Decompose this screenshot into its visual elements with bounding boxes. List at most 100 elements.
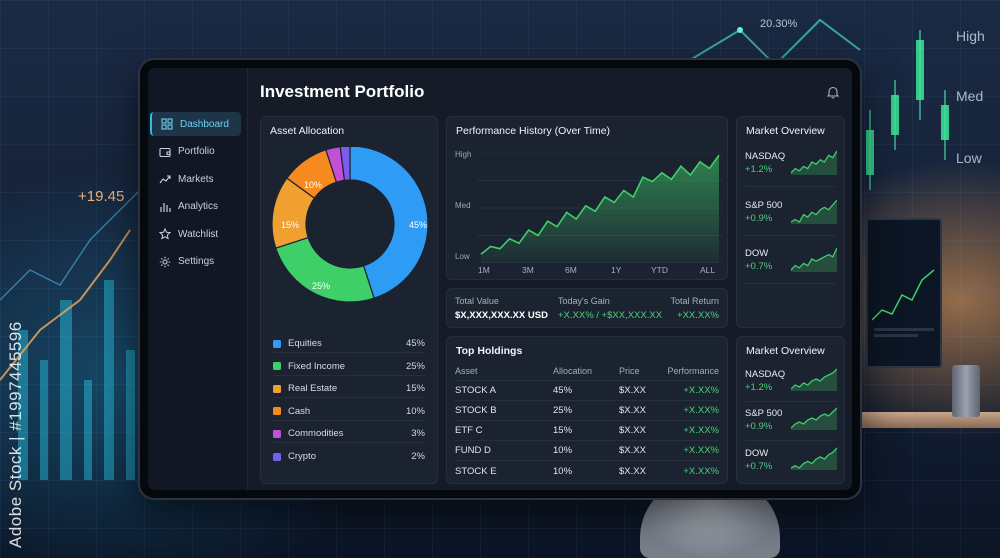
market-name-dow[interactable]: DOW bbox=[745, 248, 769, 259]
legend-value: 45% bbox=[405, 338, 425, 349]
legend-value: 10% bbox=[405, 405, 425, 417]
cell-performance: +X.XX% bbox=[683, 405, 719, 416]
dashboard-grid-icon bbox=[161, 118, 173, 130]
performance-area-fill bbox=[481, 155, 719, 263]
background-mug bbox=[952, 365, 980, 417]
sparkline-dow bbox=[791, 247, 837, 272]
market-change-nasdaq: +1.2% bbox=[745, 164, 773, 175]
market-overview-title: Market Overview bbox=[746, 125, 825, 137]
market-name-nasdaq[interactable]: NASDAQ bbox=[745, 369, 786, 380]
bg-scale-high: High bbox=[956, 28, 985, 44]
table-row[interactable]: FUND D 10% $X.XX +X.XX% bbox=[455, 441, 719, 461]
cell-price: $X.XX bbox=[619, 445, 646, 456]
table-row[interactable]: STOCK A 45% $X.XX +X.XX% bbox=[455, 381, 719, 401]
total-value-label: Total Value bbox=[455, 296, 499, 306]
market-name-nasdaq[interactable]: NASDAQ bbox=[745, 151, 786, 162]
range-1m[interactable]: 1M bbox=[478, 265, 490, 275]
bg-percent-value: 20.30% bbox=[760, 18, 798, 30]
header-price[interactable]: Price bbox=[619, 365, 640, 376]
donut-slice-1[interactable] bbox=[275, 236, 375, 303]
asset-allocation-title: Asset Allocation bbox=[270, 125, 345, 137]
range-ytd[interactable]: YTD bbox=[651, 265, 668, 275]
trend-line-icon bbox=[159, 173, 171, 185]
cell-asset: FUND D bbox=[455, 445, 491, 456]
market-change-sp500: +0.9% bbox=[745, 213, 773, 224]
donut-slice-5[interactable] bbox=[339, 147, 351, 182]
gear-icon bbox=[159, 256, 171, 268]
legend-row-commodities: Commodities 3% bbox=[273, 425, 425, 443]
notification-bell-icon[interactable] bbox=[826, 85, 840, 104]
sidebar-item-markets[interactable]: Markets bbox=[150, 167, 241, 191]
market-overview-card-top: Market Overview NASDAQ +1.2% S&P 500 +0.… bbox=[736, 116, 845, 328]
watermark-vertical-text: Adobe Stock | #1997445596 bbox=[6, 321, 25, 548]
table-row[interactable]: ETF C 15% $X.XX +X.XX% bbox=[455, 421, 719, 441]
legend-swatch bbox=[273, 452, 281, 461]
star-icon bbox=[159, 228, 171, 240]
sparkline-nasdaq bbox=[791, 150, 837, 175]
header-allocation[interactable]: Allocation bbox=[553, 365, 593, 376]
legend-value: 2% bbox=[411, 451, 425, 462]
table-row[interactable]: STOCK E 10% $X.XX +X.XX% bbox=[455, 461, 719, 481]
cell-allocation: 15% bbox=[553, 425, 573, 436]
divider bbox=[745, 401, 836, 402]
cell-allocation: 10% bbox=[553, 465, 573, 477]
cell-allocation: 25% bbox=[553, 405, 573, 416]
donut-label-fixed-income: 25% bbox=[312, 281, 331, 291]
table-row[interactable]: STOCK B 25% $X.XX +X.XX% bbox=[455, 401, 719, 421]
cell-performance: +X.XX% bbox=[683, 385, 719, 396]
bg-scale-med: Med bbox=[956, 88, 984, 104]
legend-label: Real Estate bbox=[288, 383, 338, 394]
legend-swatch bbox=[273, 384, 281, 393]
top-holdings-card: Top Holdings Asset Allocation Price Perf… bbox=[446, 336, 728, 484]
range-6m[interactable]: 6M bbox=[565, 265, 577, 275]
cell-performance: +X.XX% bbox=[683, 445, 719, 456]
cell-price: $X.XX bbox=[619, 425, 646, 436]
sidebar: Dashboard Portfolio Markets Analytics bbox=[148, 68, 248, 490]
sparkline-fill bbox=[791, 448, 837, 470]
sidebar-item-label: Dashboard bbox=[180, 118, 229, 130]
holdings-header-row: Asset Allocation Price Performance bbox=[455, 361, 719, 381]
cell-price: $X.XX bbox=[619, 405, 646, 416]
sidebar-item-watchlist[interactable]: Watchlist bbox=[150, 222, 241, 246]
y-tick-high: High bbox=[455, 150, 472, 159]
total-return: +XX.XX% bbox=[677, 310, 719, 321]
sidebar-item-settings[interactable]: Settings bbox=[150, 250, 241, 274]
chart-title: Performance History (Over Time) bbox=[456, 125, 611, 137]
header-performance[interactable]: Performance bbox=[667, 365, 719, 376]
range-all[interactable]: ALL bbox=[700, 265, 716, 275]
background-monitor bbox=[866, 218, 942, 368]
legend-label: Commodities bbox=[288, 428, 344, 439]
donut-label-cash: 10% bbox=[304, 180, 323, 190]
market-name-dow[interactable]: DOW bbox=[745, 448, 769, 459]
sparkline-line bbox=[791, 447, 837, 469]
total-return-label: Total Return bbox=[670, 296, 719, 306]
divider bbox=[745, 186, 836, 187]
sparkline-line bbox=[791, 368, 837, 390]
market-name-sp500[interactable]: S&P 500 bbox=[745, 408, 783, 419]
market-change-dow: +0.7% bbox=[745, 261, 773, 272]
performance-series-line bbox=[480, 154, 720, 255]
bg-plus-value: +19.45 bbox=[78, 188, 125, 205]
sidebar-item-dashboard[interactable]: Dashboard bbox=[150, 112, 241, 136]
sparkline-fill bbox=[791, 200, 837, 224]
cell-performance: +X.XX% bbox=[683, 465, 719, 477]
range-1y[interactable]: 1Y bbox=[611, 265, 622, 275]
legend-label: Fixed Income bbox=[288, 360, 346, 372]
allocation-donut-chart bbox=[271, 147, 429, 303]
legend-label: Cash bbox=[288, 405, 311, 417]
cell-asset: ETF C bbox=[455, 425, 483, 436]
sparkline-line bbox=[791, 247, 837, 271]
range-3m[interactable]: 3M bbox=[522, 265, 534, 275]
legend-value: 25% bbox=[405, 360, 425, 372]
cell-asset: STOCK A bbox=[455, 385, 497, 396]
market-name-sp500[interactable]: S&P 500 bbox=[745, 200, 783, 211]
cell-price: $X.XX bbox=[619, 385, 646, 396]
sidebar-item-analytics[interactable]: Analytics bbox=[150, 195, 241, 219]
todays-gain: +X.XX% / +$XX,XXX.XX bbox=[558, 310, 663, 321]
donut-label-real-estate: 15% bbox=[281, 220, 300, 230]
sidebar-item-label: Settings bbox=[178, 256, 215, 267]
legend-row-real-estate: Real Estate 15% bbox=[273, 380, 425, 398]
sidebar-item-portfolio[interactable]: Portfolio bbox=[150, 140, 241, 164]
donut-slice-0[interactable] bbox=[349, 147, 429, 299]
header-asset[interactable]: Asset bbox=[455, 365, 478, 376]
